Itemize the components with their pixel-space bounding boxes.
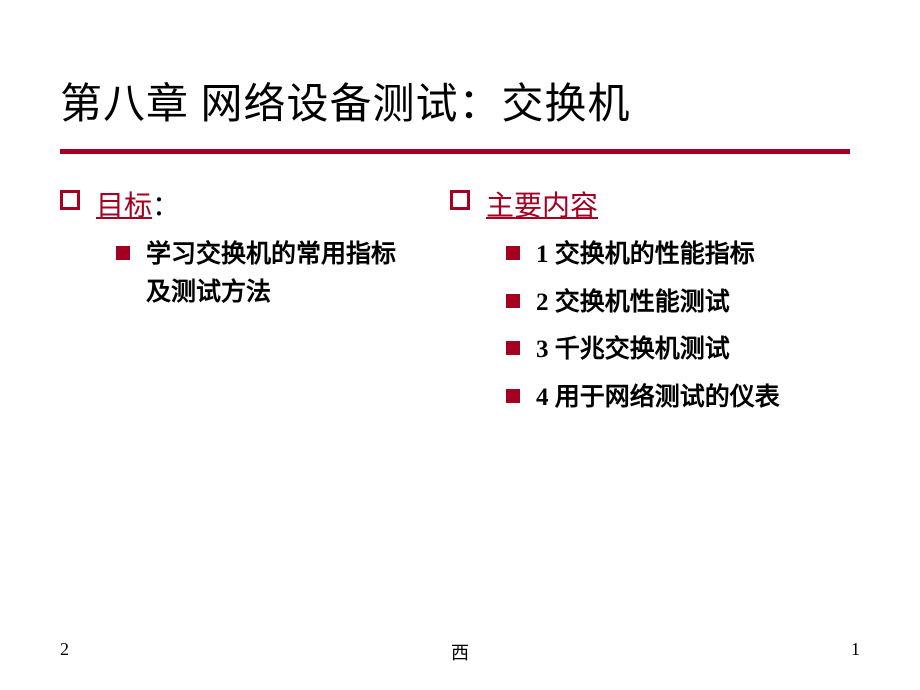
left-colon: ：	[152, 191, 180, 222]
footer-right: 1	[851, 639, 860, 660]
square-solid-icon	[506, 389, 520, 403]
left-list: 学习交换机的常用指标及测试方法	[60, 236, 420, 311]
content-columns: 目标： 学习交换机的常用指标及测试方法 主要内容 1 交换机的性能指标	[60, 184, 860, 426]
left-column: 目标： 学习交换机的常用指标及测试方法	[60, 184, 420, 426]
footer-left: 2	[60, 639, 69, 660]
square-outline-icon	[60, 190, 80, 210]
slide-container: 第八章 网络设备测试：交换机 目标： 学习交换机的常用指标及测试方法 主要内容	[0, 0, 920, 426]
square-solid-icon	[506, 246, 520, 260]
right-item-text: 3 千兆交换机测试	[536, 331, 730, 369]
right-item-text: 2 交换机性能测试	[536, 284, 730, 322]
list-item: 3 千兆交换机测试	[506, 331, 850, 369]
footer-center: 西	[451, 639, 469, 665]
left-item-text: 学习交换机的常用指标及测试方法	[146, 236, 420, 311]
left-heading: 目标	[96, 191, 152, 222]
right-item-text: 4 用于网络测试的仪表	[536, 379, 780, 417]
right-item-text: 1 交换机的性能指标	[536, 236, 755, 274]
right-column: 主要内容 1 交换机的性能指标 2 交换机性能测试 3 千兆交换机测试 4 用	[450, 184, 850, 426]
right-heading: 主要内容	[486, 184, 598, 224]
right-list: 1 交换机的性能指标 2 交换机性能测试 3 千兆交换机测试 4 用于网络测试的…	[450, 236, 850, 416]
title-underline	[60, 149, 850, 154]
list-item: 4 用于网络测试的仪表	[506, 379, 850, 417]
square-outline-icon	[450, 190, 470, 210]
list-item: 2 交换机性能测试	[506, 284, 850, 322]
page-title: 第八章 网络设备测试：交换机	[60, 70, 860, 131]
square-solid-icon	[506, 294, 520, 308]
list-item: 学习交换机的常用指标及测试方法	[116, 236, 420, 311]
left-section-header: 目标：	[60, 184, 420, 224]
square-solid-icon	[506, 341, 520, 355]
right-section-header: 主要内容	[450, 184, 850, 224]
square-solid-icon	[116, 246, 130, 260]
list-item: 1 交换机的性能指标	[506, 236, 850, 274]
footer: 2 西 1	[0, 639, 920, 660]
